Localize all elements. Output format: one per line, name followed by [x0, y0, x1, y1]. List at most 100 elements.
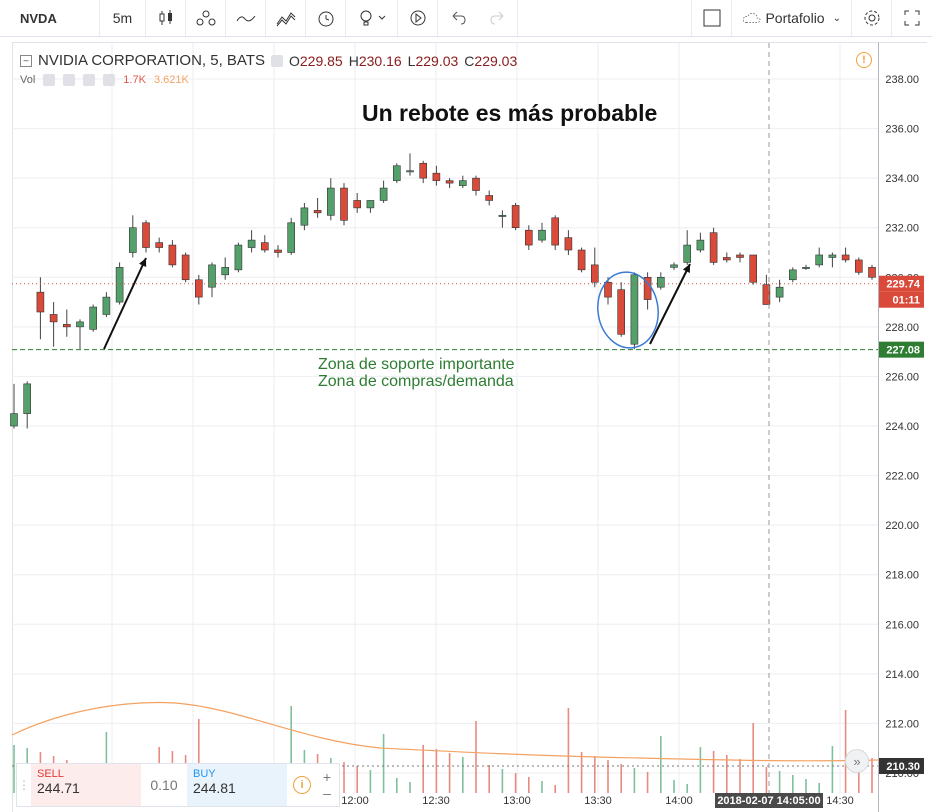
volume-hide-icon[interactable]: [63, 74, 76, 86]
price-axis[interactable]: [878, 42, 927, 812]
symbol-search-button[interactable]: NVDA: [0, 0, 100, 36]
candle-down: [604, 281, 612, 298]
candle-down: [551, 217, 560, 246]
volume-ma-line: [11, 701, 879, 762]
candle-down: [524, 229, 533, 246]
buy-price: 244.81: [193, 780, 236, 796]
replay-icon[interactable]: [398, 0, 438, 36]
candle-up: [102, 296, 111, 315]
templates-icon[interactable]: [266, 0, 306, 36]
y-tick-label: 218.00: [885, 570, 919, 582]
sell-button[interactable]: SELL 244.71: [31, 764, 141, 806]
buy-button[interactable]: BUY 244.81: [187, 764, 287, 806]
redo-icon[interactable]: [478, 0, 518, 36]
volume-ma-value: 3.621K: [153, 74, 189, 86]
checkbox-icon[interactable]: [692, 0, 732, 36]
y-tick-label: 232.00: [885, 223, 919, 235]
y-tick-label: 238.00: [885, 74, 919, 86]
trade-info-button[interactable]: i: [287, 764, 317, 806]
candle-down: [168, 244, 177, 266]
undo-icon[interactable]: [438, 0, 478, 36]
candles-icon[interactable]: [146, 0, 186, 36]
candle-up: [379, 187, 388, 201]
open-label: O: [289, 52, 300, 69]
candle-up: [670, 264, 678, 268]
minus-icon[interactable]: –: [323, 785, 331, 801]
candle-down: [722, 257, 731, 261]
annotation-title: Un rebote es más probable: [362, 100, 658, 126]
last-price-tag-bg: [879, 275, 924, 292]
candle-up: [89, 306, 97, 330]
low-value: 229.03: [415, 52, 459, 69]
y-tick-label: 236.00: [885, 124, 919, 136]
candle-up: [115, 267, 124, 303]
interval-button[interactable]: 5m: [100, 0, 146, 36]
candle-down: [445, 180, 454, 184]
high-value: 230.16: [358, 52, 402, 69]
support-line-1: Zona de soporte importante: [318, 356, 515, 373]
portfolio-button[interactable]: Portafolio ⌄: [732, 0, 852, 36]
series-title[interactable]: NVIDIA CORPORATION, 5, BATS: [38, 52, 265, 69]
candle-down: [868, 267, 876, 278]
candle-down: [313, 210, 322, 214]
candle-up: [76, 321, 84, 328]
alert-icon[interactable]: [306, 0, 346, 36]
support-annotation: Zona de soporte importante Zona de compr…: [318, 356, 515, 390]
drag-handle[interactable]: ⋮: [18, 778, 30, 792]
candle-down: [485, 195, 494, 201]
volume-close-icon[interactable]: [103, 74, 116, 86]
plus-icon[interactable]: +: [322, 769, 332, 785]
x-tick-label: 13:30: [584, 795, 612, 807]
candle-down: [590, 264, 599, 283]
portfolio-label: Portafolio: [765, 10, 825, 26]
candle-up: [208, 264, 216, 288]
candle-up: [815, 254, 824, 266]
rebound-arrow-left-head: [139, 258, 147, 267]
candle-down: [617, 289, 626, 335]
rebound-arrow-right: [649, 263, 691, 345]
sell-label: SELL: [37, 768, 64, 780]
chart-pane[interactable]: [12, 42, 879, 812]
countdown-tag: 01:11: [892, 295, 920, 307]
candle-down: [432, 172, 441, 181]
rebound-arrow-right-head: [682, 264, 690, 273]
candle-up: [234, 244, 243, 271]
volume-settings-icon[interactable]: [43, 74, 56, 86]
scroll-right-icon[interactable]: »: [845, 749, 869, 773]
candle-up: [656, 276, 665, 288]
candle-up: [300, 207, 309, 226]
volume-value: 1.7K: [123, 74, 146, 86]
y-tick-label: 222.00: [885, 471, 919, 483]
candle-down: [62, 324, 71, 328]
candle-down: [472, 177, 480, 191]
info-icon[interactable]: !: [856, 52, 872, 68]
collapse-icon[interactable]: –: [20, 54, 32, 67]
ideas-icon[interactable]: [346, 0, 398, 36]
quantity-stepper[interactable]: + –: [317, 764, 337, 806]
compare-icon[interactable]: [226, 0, 266, 36]
cursor-date-label: 2018-02-07 14:05:00: [715, 793, 823, 808]
fullscreen-icon[interactable]: [892, 0, 932, 36]
volume-add-icon[interactable]: [83, 74, 96, 86]
candle-down: [419, 162, 428, 179]
settings-mini-icon[interactable]: [271, 54, 283, 67]
candle-up: [366, 200, 375, 209]
settings-icon[interactable]: [852, 0, 892, 36]
indicators-icon[interactable]: [186, 0, 226, 36]
candle-up: [247, 239, 256, 248]
candle-up: [802, 267, 810, 269]
close-value: 229.03: [474, 52, 518, 69]
candle-down: [564, 237, 573, 251]
candle-down: [854, 259, 863, 273]
candle-down: [736, 254, 744, 258]
candle-down: [260, 242, 269, 251]
volume-level-tag: 210.30: [886, 761, 920, 773]
countdown-tag-bg: [879, 291, 924, 308]
info-icon: i: [293, 776, 311, 794]
candle-up: [538, 229, 546, 241]
buy-label: BUY: [193, 768, 216, 780]
candle-down: [274, 249, 282, 253]
candle-up: [630, 274, 639, 345]
